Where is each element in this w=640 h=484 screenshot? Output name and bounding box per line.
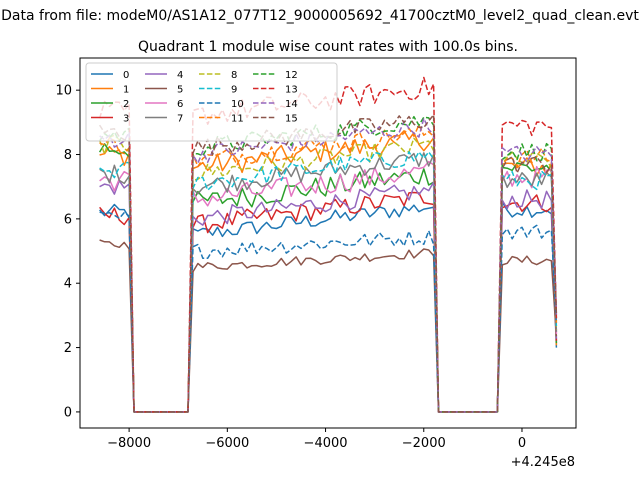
legend-label-8: 8 — [231, 70, 237, 81]
y-tick-label: 0 — [64, 405, 72, 420]
legend-frame — [85, 62, 338, 142]
y-tick-label: 4 — [64, 277, 72, 292]
series-line-14 — [99, 117, 558, 413]
legend-label-13: 13 — [285, 85, 298, 96]
x-tick-label: −4000 — [304, 436, 348, 451]
series-line-12 — [98, 115, 558, 413]
legend-label-5: 5 — [177, 85, 183, 96]
legend-label-12: 12 — [285, 70, 298, 81]
chart-title: Quadrant 1 module wise count rates with … — [138, 39, 518, 55]
x-tick-label: −8000 — [107, 436, 151, 451]
figure-suptitle: Data from file: modeM0/AS1A12_077T12_900… — [1, 8, 639, 24]
legend-label-4: 4 — [177, 70, 183, 81]
legend-label-2: 2 — [123, 99, 129, 110]
legend-label-1: 1 — [123, 85, 129, 96]
legend-label-0: 0 — [123, 70, 129, 81]
series-line-0 — [99, 201, 558, 413]
y-tick-label: 10 — [55, 84, 72, 99]
x-offset-label: +4.245e8 — [511, 455, 575, 470]
x-tick-label: −6000 — [205, 436, 249, 451]
legend-label-6: 6 — [177, 99, 183, 110]
series-line-1 — [99, 130, 558, 413]
legend-label-10: 10 — [231, 99, 244, 110]
legend-label-3: 3 — [123, 114, 129, 125]
series-line-15 — [98, 114, 558, 413]
plot-frame — [79, 57, 577, 429]
series-line-3 — [99, 191, 558, 413]
legend-label-9: 9 — [231, 85, 237, 96]
series-line-7 — [99, 152, 558, 413]
legend-label-15: 15 — [285, 114, 298, 125]
series-line-11 — [99, 124, 558, 413]
y-tick-label: 2 — [64, 341, 72, 356]
legend-label-14: 14 — [285, 99, 298, 110]
series-line-10 — [99, 211, 558, 413]
legend-label-11: 11 — [231, 114, 244, 125]
series-line-2 — [98, 143, 558, 413]
y-axis: 0 2 4 6 8 10 — [55, 84, 80, 420]
y-tick-label: 6 — [64, 212, 72, 227]
x-tick-label: −2000 — [402, 436, 446, 451]
series-line-4 — [99, 179, 558, 413]
series-line-5 — [99, 239, 558, 413]
series-line-6 — [99, 160, 558, 413]
series-line-8 — [98, 134, 558, 413]
x-tick-label: 0 — [518, 436, 526, 451]
x-axis: −8000 −6000 −4000 −2000 0 — [107, 428, 526, 451]
legend-label-7: 7 — [177, 114, 183, 125]
y-tick-label: 8 — [64, 148, 72, 163]
